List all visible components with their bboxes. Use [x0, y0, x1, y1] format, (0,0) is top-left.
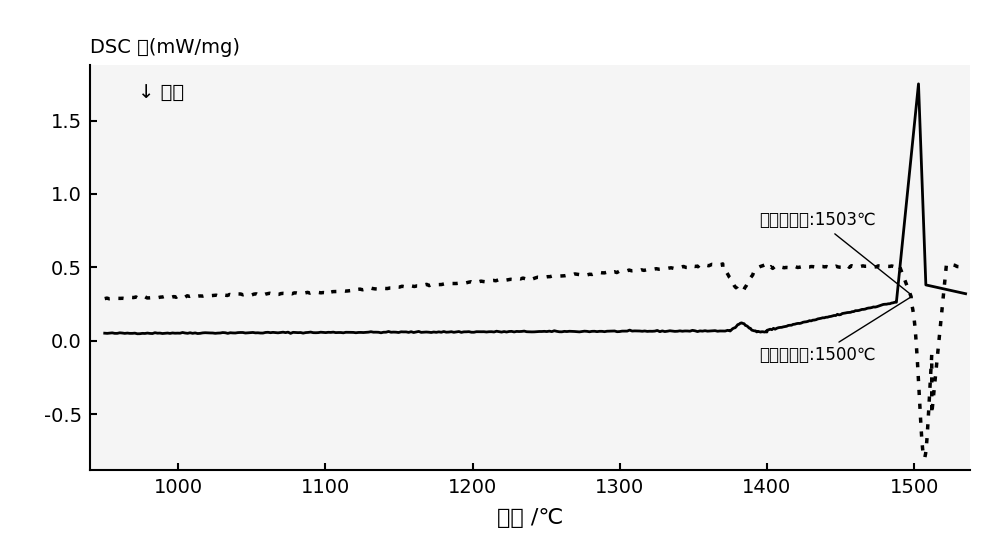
Text: 外推起始点:1503℃: 外推起始点:1503℃	[760, 211, 910, 294]
Text: DSC ／(mW/mg): DSC ／(mW/mg)	[90, 38, 240, 57]
Text: ↓ 放热: ↓ 放热	[138, 83, 185, 102]
Text: 外推起始点:1500℃: 外推起始点:1500℃	[760, 298, 910, 364]
X-axis label: 温度 /℃: 温度 /℃	[497, 508, 563, 528]
